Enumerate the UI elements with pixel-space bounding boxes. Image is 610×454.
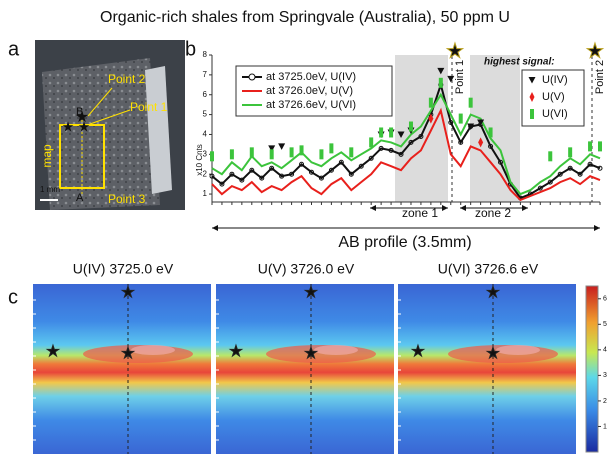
zone	[395, 55, 448, 202]
colorbar-tick-label: 5	[603, 321, 607, 328]
colorbar-tick-label: 4	[603, 347, 607, 354]
zone-label: zone 1	[402, 206, 438, 220]
point-label: Point 2	[594, 60, 606, 94]
y-tick-label: 4	[203, 130, 208, 139]
colorbar-tick-label: 1	[603, 423, 607, 430]
marker	[270, 149, 274, 159]
scale-label: 1 mm	[40, 185, 60, 194]
marker	[568, 147, 572, 157]
zone	[470, 55, 520, 202]
marker	[439, 78, 443, 88]
legend-swatch	[249, 74, 255, 80]
panel-label: c	[8, 286, 18, 308]
legend-label: at 3726.6eV, U(VI)	[266, 99, 356, 111]
marker	[409, 122, 413, 132]
marker	[530, 109, 534, 119]
x-label: AB profile (3.5mm)	[338, 234, 471, 251]
point-star: ★	[586, 40, 604, 62]
y-tick-label: 3	[203, 149, 208, 158]
marker	[379, 127, 383, 137]
marker	[588, 141, 592, 151]
y-tick-label: 2	[203, 169, 208, 178]
colorbar-tick-label: 6	[603, 296, 607, 303]
y-tick-label: 8	[203, 50, 208, 59]
star: ★	[486, 345, 499, 362]
marker	[548, 151, 552, 161]
maps: c U(IV) 3725.0 eV ★ ★ ★ U(V) 3726.0 eV ★ ★ ★ U(V…	[8, 261, 607, 454]
marker	[349, 147, 353, 157]
marker	[598, 141, 602, 151]
star: ★	[304, 284, 317, 301]
map-title: U(IV) 3725.0 eV	[73, 261, 174, 277]
colorbar-tick-label: 3	[603, 372, 607, 379]
marker	[300, 145, 304, 155]
star: ★	[486, 284, 499, 301]
marker	[278, 143, 285, 150]
star: ★	[411, 343, 424, 360]
marker-legend-label: U(V)	[542, 91, 565, 103]
marker	[469, 98, 473, 108]
marker	[429, 98, 433, 108]
star: ★	[121, 284, 134, 301]
map-title: U(VI) 3726.6 eV	[438, 261, 539, 277]
marker	[250, 147, 254, 157]
marker	[329, 143, 333, 153]
svg-text:★: ★	[78, 119, 91, 135]
title: Organic-rich shales from Springvale (Aus…	[100, 9, 510, 26]
marker	[290, 147, 294, 157]
point-label: Point 1	[454, 60, 466, 94]
hot-spot	[314, 345, 358, 355]
zone-label: zone 2	[475, 206, 511, 220]
heatmap	[398, 284, 576, 454]
marker	[369, 137, 373, 147]
point-label: Point 1	[130, 100, 168, 114]
star: ★	[304, 345, 317, 362]
heatmap	[33, 284, 211, 454]
point-label: Point 3	[108, 192, 146, 206]
panel-label: b	[185, 38, 196, 60]
colorbar	[586, 286, 598, 452]
marker-legend-label: U(IV)	[542, 74, 568, 86]
point-star: ★	[446, 40, 464, 62]
y-tick-label: 6	[203, 90, 208, 99]
colorbar-tick-label: 2	[603, 398, 607, 405]
y-tick-label: 1	[203, 189, 208, 198]
hot-spot	[131, 345, 175, 355]
star: ★	[46, 343, 59, 360]
map-title: U(V) 3726.0 eV	[258, 261, 355, 277]
legend-label: at 3725.0eV, U(IV)	[266, 71, 356, 83]
marker	[319, 149, 323, 159]
end-label: A	[76, 192, 84, 204]
marker	[230, 149, 234, 159]
svg-text:★: ★	[62, 119, 75, 135]
y-tick-label: 7	[203, 70, 208, 79]
star: ★	[229, 343, 242, 360]
hot-spot	[496, 345, 540, 355]
marker-legend-title: highest signal:	[484, 57, 555, 68]
y-tick-label: 5	[203, 110, 208, 119]
map-label: map	[40, 144, 54, 168]
figure: Organic-rich shales from Springvale (Aus…	[0, 0, 610, 454]
heatmap	[216, 284, 394, 454]
marker	[489, 127, 493, 137]
end-label: B	[76, 106, 83, 118]
star: ★	[121, 345, 134, 362]
marker	[389, 127, 393, 137]
legend-label: at 3726.0eV, U(V)	[266, 85, 353, 97]
marker	[210, 151, 214, 161]
marker-legend-label: U(VI)	[542, 108, 568, 120]
marker	[459, 114, 463, 124]
panel-label: a	[8, 38, 20, 60]
point-label: Point 2	[108, 72, 146, 86]
